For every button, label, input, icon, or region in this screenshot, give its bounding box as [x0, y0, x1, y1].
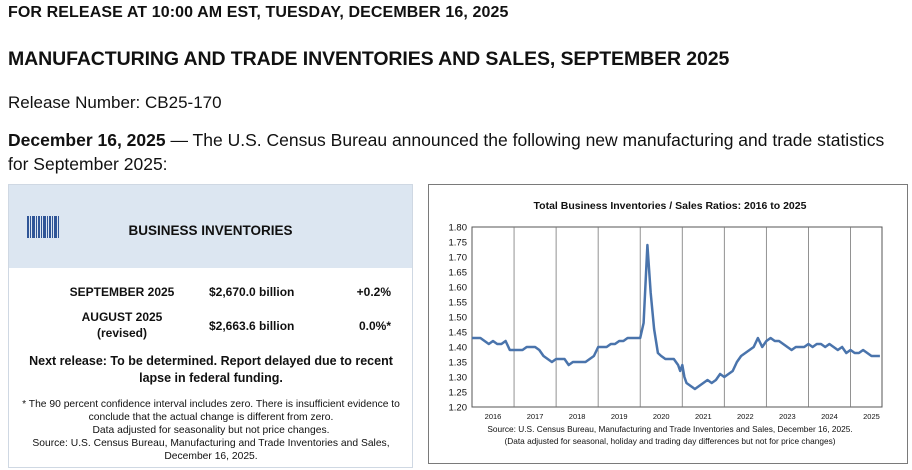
y-axis: 1.80 1.75 1.70 1.65 1.60 1.55 1.50 1.45 1.40 1.35…: [449, 223, 468, 414]
y-tick-label: 1.45: [449, 328, 468, 339]
y-tick-label: 1.65: [449, 268, 468, 279]
release-time: FOR RELEASE AT 10:00 AM EST, TUESDAY, DE…: [8, 4, 509, 21]
x-tick-label: 2023: [779, 412, 796, 421]
row-aug-amount: $2,663.6 billion: [209, 319, 295, 333]
next-release-note: Next release: To be determined. Report d…: [29, 354, 393, 385]
intro-paragraph: December 16, 2025 — The U.S. Census Bure…: [8, 128, 888, 176]
inventory-notes: * The 90 percent confidence interval inc…: [15, 398, 407, 463]
inventories-title: BUSINESS INVENTORIES: [128, 223, 293, 238]
ratio-chart-svg: Total Business Inventories / Sales Ratio…: [449, 200, 883, 446]
chart-note: (Data adjusted for seasonal, holiday and…: [504, 436, 835, 446]
y-tick-label: 1.35: [449, 358, 468, 369]
x-axis: 2016 2017 2018 2019 2020 2021 2022 2023 2024 2025: [485, 412, 880, 421]
y-tick-label: 1.55: [449, 298, 468, 309]
x-tick-label: 2024: [821, 412, 838, 421]
x-gridlines: [513, 227, 851, 407]
row-sept-amount: $2,670.0 billion: [209, 285, 295, 299]
footnote: * The 90 percent confidence interval inc…: [22, 399, 400, 423]
x-tick-label: 2020: [653, 412, 670, 421]
y-tick-label: 1.25: [449, 388, 468, 399]
x-tick-label: 2022: [737, 412, 754, 421]
y-tick-label: 1.40: [449, 343, 468, 354]
chart-source: Source: U.S. Census Bureau, Manufacturin…: [487, 424, 852, 434]
ratio-chart: Total Business Inventories / Sales Ratio…: [428, 184, 908, 464]
intro-text: The U.S. Census Bureau announced the fol…: [8, 130, 885, 174]
x-tick-label: 2025: [863, 412, 880, 421]
y-tick-label: 1.30: [449, 373, 468, 384]
business-inventories-box: BUSINESS INVENTORIES SEPTEMBER 2025 $2,6…: [8, 184, 413, 468]
row-sept-period: SEPTEMBER 2025: [69, 285, 175, 299]
x-tick-label: 2019: [611, 412, 628, 421]
x-tick-label: 2016: [485, 412, 502, 421]
row-aug-period-note: (revised): [96, 326, 148, 340]
y-tick-label: 1.20: [449, 403, 468, 414]
y-tick-label: 1.75: [449, 238, 468, 249]
barcode-icon: [26, 214, 60, 240]
y-tick-label: 1.70: [449, 253, 468, 264]
y-tick-label: 1.80: [449, 223, 468, 234]
source-note: Source: U.S. Census Bureau, Manufacturin…: [32, 438, 390, 462]
plot-area: [471, 226, 883, 408]
x-tick-label: 2017: [527, 412, 544, 421]
y-tick-label: 1.60: [449, 283, 468, 294]
ratio-series-line: [472, 243, 880, 391]
row-aug-period: AUGUST 2025: [81, 310, 163, 324]
inventories-header: BUSINESS INVENTORIES: [9, 185, 412, 268]
x-tick-label: 2018: [569, 412, 586, 421]
chart-title: Total Business Inventories / Sales Ratio…: [534, 200, 807, 212]
x-tick-label: 2021: [695, 412, 712, 421]
intro-dash: —: [165, 130, 193, 150]
row-sept-change: +0.2%: [356, 285, 391, 299]
page-title: MANUFACTURING AND TRADE INVENTORIES AND …: [8, 48, 730, 70]
row-aug-change: 0.0%*: [358, 319, 391, 333]
intro-date: December 16, 2025: [8, 130, 166, 150]
release-number: Release Number: CB25-170: [8, 93, 222, 112]
adjustment-note: Data adjusted for seasonality but not pr…: [92, 425, 330, 436]
y-tick-label: 1.50: [449, 313, 468, 324]
